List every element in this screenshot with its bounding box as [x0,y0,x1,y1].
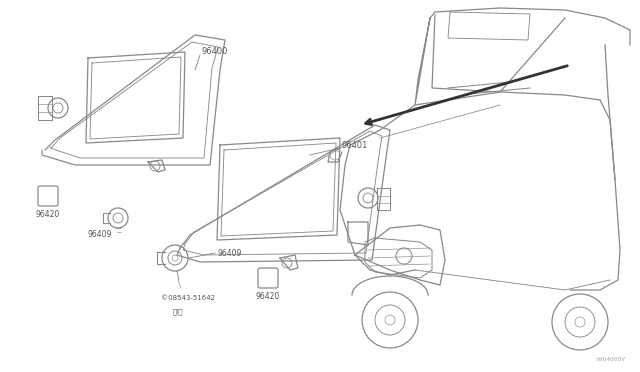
Text: 96409: 96409 [217,248,241,257]
Text: 96420: 96420 [256,292,280,301]
Text: 96409: 96409 [88,230,112,239]
Text: （I）: （I） [173,309,184,315]
FancyBboxPatch shape [258,268,278,288]
Text: 96401: 96401 [342,141,369,150]
Text: ©08543-51642: ©08543-51642 [161,295,215,301]
Text: 96420: 96420 [36,210,60,219]
Text: 96400: 96400 [202,48,228,57]
FancyBboxPatch shape [38,186,58,206]
Text: s964000V: s964000V [595,357,625,362]
